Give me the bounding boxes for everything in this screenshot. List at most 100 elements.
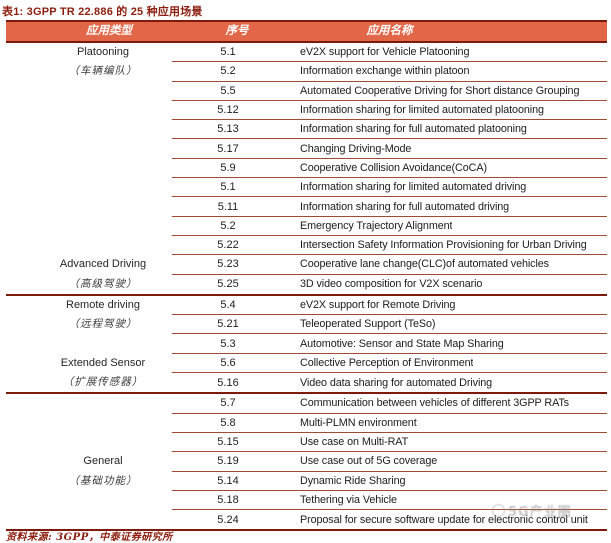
table-row: 5.14 Dynamic Ride Sharing [172, 472, 607, 491]
table-group: Advanced Driving （高级驾驶） 5.9 Cooperative Col… [6, 159, 607, 296]
row-index-cell: 5.17 [217, 142, 239, 155]
table-row: 5.2 Information exchange within platoon [172, 62, 607, 82]
source-note: 资料来源: 3GPP，中泰证券研究所 [6, 532, 173, 543]
row-index-cell: 5.1 [220, 46, 236, 59]
row-index-cell: 5.12 [217, 104, 239, 117]
row-index-cell: 5.16 [217, 376, 239, 389]
row-index-cell: 5.8 [220, 416, 236, 429]
table-group: General （基础功能） 5.7 Communication between ve… [6, 394, 607, 532]
row-index-cell: 5.4 [220, 299, 236, 311]
row-name-cell: Teleoperated Support (TeSo) [300, 318, 436, 331]
table-row: 5.8 Multi-PLMN environment [172, 414, 607, 433]
table-title: 表1: 3GPP TR 22.886 的 25 种应用场景 [2, 6, 203, 18]
category-cell: Advanced Driving （高级驾驶） [6, 159, 172, 294]
group-rows: 5.3 Automotive: Sensor and State Map Shar… [172, 334, 607, 392]
category-name-en: Remote driving [66, 298, 140, 311]
category-name-zh: （扩展传感器） [62, 376, 144, 389]
row-name-cell: eV2X support for Vehicle Platooning [300, 46, 470, 59]
row-name-cell: eV2X support for Remote Driving [300, 299, 456, 311]
category-name-zh: （基础功能） [68, 474, 138, 487]
table-group: Platooning （车辆编队） 5.1 eV2X support for Vehi… [6, 43, 607, 159]
row-index-cell: 5.19 [217, 455, 239, 468]
category-cell: General （基础功能） [6, 394, 172, 529]
table-row: 5.25 3D video composition for V2X scenari… [172, 275, 607, 294]
table-row: 5.17 Changing Driving-Mode [172, 139, 607, 159]
table-row: 5.1 eV2X support for Vehicle Platooning [172, 43, 607, 63]
row-name-cell: Dynamic Ride Sharing [300, 474, 406, 487]
row-index-cell: 5.25 [217, 278, 239, 291]
row-index-cell: 5.7 [220, 397, 236, 410]
header-app-type: 应用类型 [86, 25, 132, 37]
table-row: 5.24 Proposal for secure software update … [172, 510, 607, 529]
row-index-cell: 5.22 [217, 239, 239, 252]
row-index-cell: 5.6 [220, 356, 236, 369]
table-row: 5.9 Cooperative Collision Avoidance(CoCA) [172, 159, 607, 179]
category-name-en: General [83, 455, 123, 468]
row-index-cell: 5.1 [220, 181, 236, 194]
row-name-cell: Collective Perception of Environment [300, 356, 474, 369]
row-name-cell: Changing Driving-Mode [300, 142, 412, 155]
table-row: 5.2 Emergency Trajectory Alignment [172, 217, 607, 236]
category-name-en: Extended Sensor [60, 356, 146, 369]
group-rows: 5.9 Cooperative Collision Avoidance(CoCA)… [172, 159, 607, 294]
group-rows: 5.7 Communication between vehicles of dif… [172, 394, 607, 529]
row-name-cell: Multi-PLMN environment [300, 416, 417, 429]
table-group: Remote driving （远程驾驶） 5.4 eV2X support for … [6, 296, 607, 335]
table-row: 5.7 Communication between vehicles of dif… [172, 394, 607, 414]
category-cell: Remote driving （远程驾驶） [6, 296, 172, 335]
row-name-cell: Automotive: Sensor and State Map Sharing [300, 337, 504, 350]
table-row: 5.18 Tethering via Vehicle [172, 491, 607, 511]
group-rows: 5.1 eV2X support for Vehicle Platooning 5.… [172, 43, 607, 159]
row-index-cell: 5.24 [217, 513, 239, 526]
row-name-cell: Automated Cooperative Driving for Short … [300, 84, 580, 97]
row-name-cell: Cooperative lane change(CLC)of automated… [300, 258, 549, 271]
category-cell: Platooning （车辆编队） [6, 43, 172, 159]
row-name-cell: Proposal for secure software update for … [300, 513, 588, 526]
category-name-zh: （远程驾驶） [68, 318, 138, 331]
header-index: 序号 [225, 25, 249, 37]
table-header-row: 应用名称 序号 应用类型 [6, 20, 607, 43]
row-index-cell: 5.2 [220, 65, 236, 78]
row-index-cell: 5.15 [217, 436, 239, 449]
category-name-en: Advanced Driving [59, 258, 147, 271]
use-case-table: 应用名称 序号 应用类型 Platooning （车辆编队） 5.1 eV2X sup… [6, 20, 607, 532]
category-name-zh: （高级驾驶） [68, 277, 138, 290]
table-row: 5.12 Information sharing for limited auto… [172, 101, 607, 121]
row-index-cell: 5.2 [220, 219, 236, 232]
row-name-cell: Use case on Multi-RAT [300, 436, 409, 449]
row-name-cell: Cooperative Collision Avoidance(CoCA) [300, 161, 487, 174]
row-index-cell: 5.23 [217, 258, 239, 271]
row-name-cell: Communication between vehicles of differ… [300, 397, 569, 410]
header-app-name: 应用名称 [366, 25, 413, 37]
table-row: 5.21 Teleoperated Support (TeSo) [172, 315, 607, 335]
category-cell: Extended Sensor （扩展传感器） [6, 334, 172, 392]
row-index-cell: 5.5 [220, 84, 236, 97]
row-name-cell: Video data sharing for automated Driving [300, 376, 493, 389]
group-rows: 5.4 eV2X support for Remote Driving 5.21 Te… [172, 296, 607, 335]
table-group: Extended Sensor （扩展传感器） 5.3 Automotive: Sen… [6, 334, 607, 395]
row-name-cell: Information sharing for full automated d… [300, 200, 510, 213]
row-index-cell: 5.18 [217, 493, 239, 506]
row-index-cell: 5.14 [217, 474, 239, 487]
row-index-cell: 5.9 [220, 161, 236, 174]
table-row: 5.5 Automated Cooperative Driving for Sho… [172, 82, 607, 101]
row-index-cell: 5.21 [217, 318, 239, 331]
table-groups: Platooning （车辆编队） 5.1 eV2X support for Vehi… [6, 43, 607, 532]
table-row: 5.16 Video data sharing for automated Dri… [172, 373, 607, 392]
row-name-cell: Information sharing for full automated p… [300, 123, 527, 136]
row-name-cell: Information sharing for limited automate… [300, 181, 527, 194]
table-row: 5.22 Intersection Safety Information Prov… [172, 236, 607, 256]
category-name-zh: （车辆编队） [68, 65, 138, 78]
table-row: 5.11 Information sharing for full automat… [172, 197, 607, 217]
table-row: 5.19 Use case out of 5G coverage [172, 452, 607, 472]
table-row: 5.23 Cooperative lane change(CLC)of autom… [172, 255, 607, 275]
table-row: 5.4 eV2X support for Remote Driving [172, 296, 607, 316]
row-name-cell: Tethering via Vehicle [300, 493, 397, 506]
table-row: 5.3 Automotive: Sensor and State Map Shar… [172, 334, 607, 354]
row-index-cell: 5.3 [220, 337, 236, 350]
row-name-cell: Information exchange within platoon [300, 65, 470, 78]
table-row: 5.1 Information sharing for limited autom… [172, 178, 607, 198]
row-name-cell: Use case out of 5G coverage [300, 455, 438, 468]
row-index-cell: 5.11 [217, 200, 239, 213]
category-name-en: Platooning [77, 46, 129, 58]
